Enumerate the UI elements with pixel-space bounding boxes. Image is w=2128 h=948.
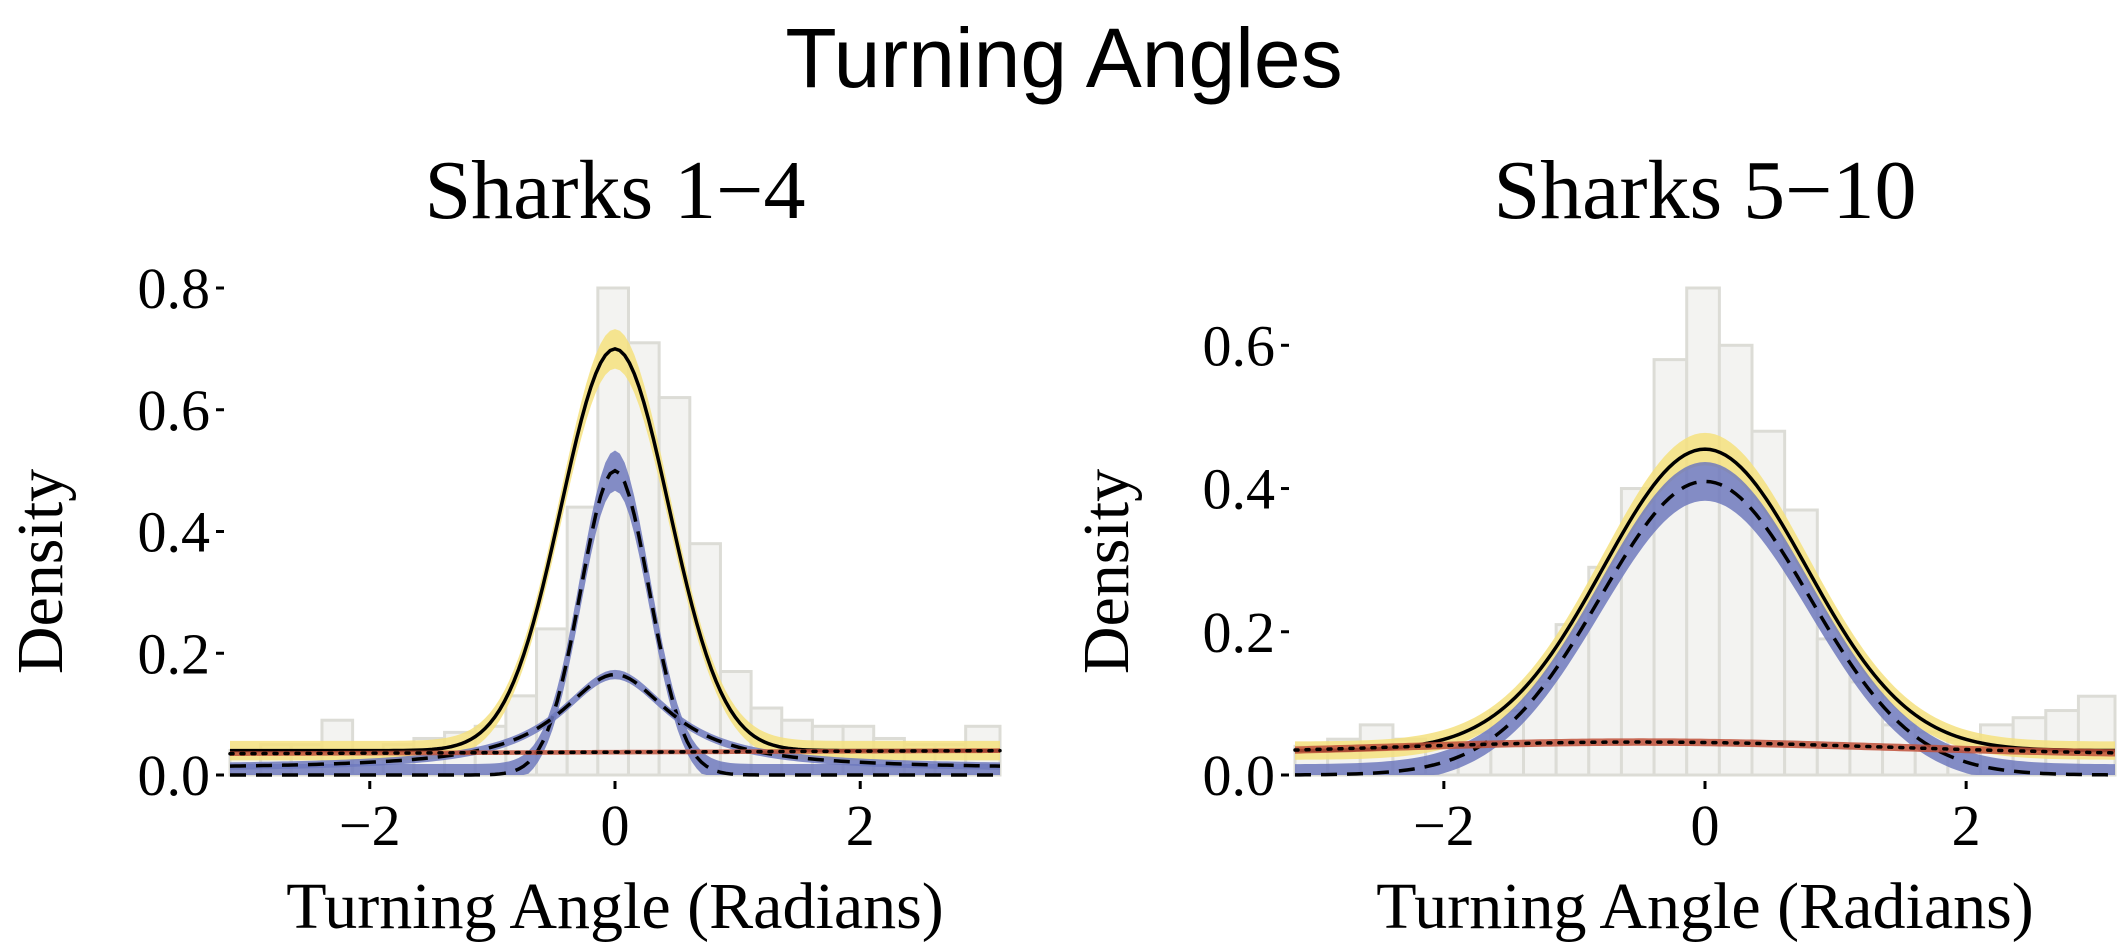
y-tick-label: 0.2 bbox=[138, 621, 211, 686]
density-line bbox=[1293, 740, 2117, 755]
histogram-bar bbox=[1717, 343, 1754, 777]
x-tick-label: −2 bbox=[1413, 793, 1475, 858]
y-tick-label: 0.8 bbox=[138, 256, 211, 321]
density-line bbox=[1294, 479, 2116, 777]
density-line bbox=[230, 468, 1000, 777]
density-line bbox=[229, 672, 1001, 768]
y-tick-label: 0.4 bbox=[1203, 457, 1276, 522]
y-tick-label: 0.2 bbox=[1203, 600, 1276, 665]
figure-title: Turning Angles bbox=[785, 11, 1343, 105]
histogram-bar bbox=[2076, 694, 2117, 777]
y-axis-label: Density bbox=[1070, 469, 1143, 674]
density-band bbox=[1295, 738, 2115, 757]
y-tick-label: 0.0 bbox=[138, 743, 211, 808]
y-tick-label: 0.6 bbox=[138, 378, 211, 443]
panel-2: Sharks 5−10 0.0 0.2 0.4 0.6 −2 0 2 Turning Angle… bbox=[1070, 144, 2117, 943]
panel-1: Sharks 1−4 0.0 0.2 0.4 0.6 0.8 −2 0 2 Turning Ang… bbox=[4, 144, 1002, 943]
y-axis-label: Density bbox=[4, 469, 77, 674]
density-line bbox=[228, 748, 1002, 756]
x-tick-label: 0 bbox=[1691, 793, 1720, 858]
x-tick-label: 2 bbox=[1952, 793, 1981, 858]
x-tick-label: 2 bbox=[846, 793, 875, 858]
histogram-bar bbox=[1685, 286, 1721, 777]
y-tick-label: 0.4 bbox=[138, 500, 211, 565]
x-tick-label: −2 bbox=[339, 793, 401, 858]
y-tick-label: 0.0 bbox=[1203, 743, 1276, 808]
x-axis-label: Turning Angle (Radians) bbox=[1376, 870, 2034, 943]
panel-title: Sharks 5−10 bbox=[1493, 144, 1916, 237]
histogram-bar bbox=[1815, 637, 1852, 777]
y-tick-label: 0.6 bbox=[1203, 313, 1276, 378]
x-tick-label: 0 bbox=[601, 793, 630, 858]
panel-title: Sharks 1−4 bbox=[424, 144, 805, 237]
x-axis-label: Turning Angle (Radians) bbox=[286, 870, 944, 943]
histogram-bar bbox=[1652, 358, 1689, 777]
